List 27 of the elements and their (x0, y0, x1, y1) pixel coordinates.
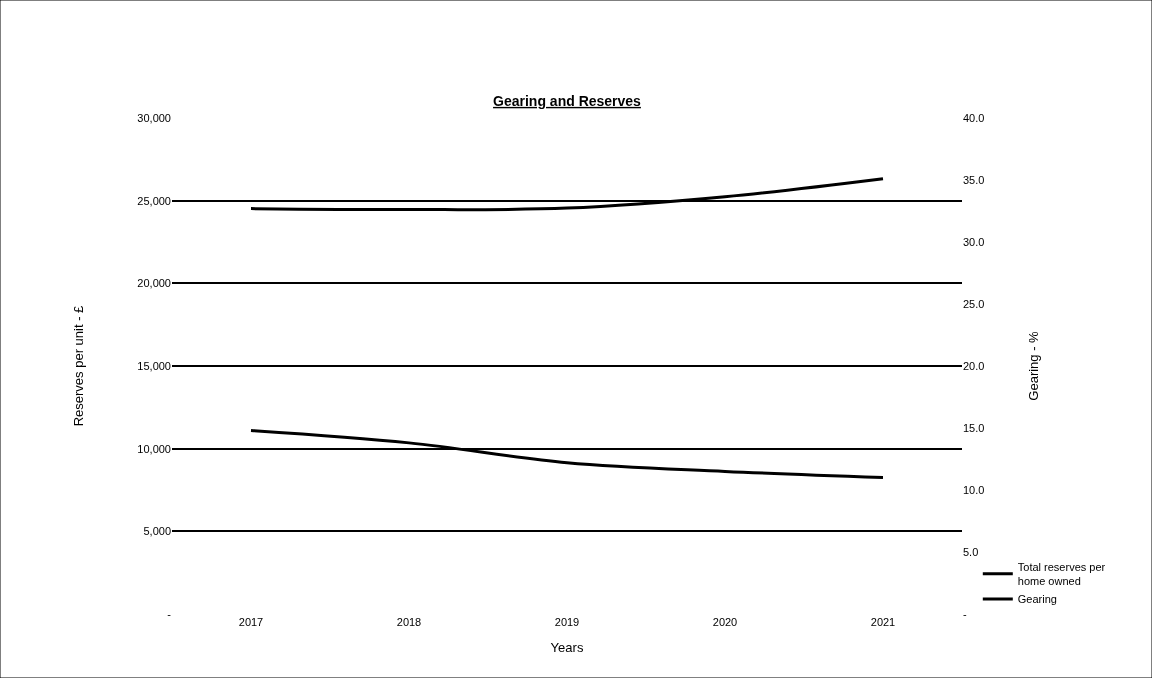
y2-tick-label: 35.0 (963, 173, 985, 186)
y-tick-label: 15,000 (137, 359, 171, 372)
y-tick-label: 5,000 (143, 525, 171, 538)
y2-tick-label: 10.0 (963, 483, 985, 496)
y2-tick-label: 25.0 (963, 297, 985, 310)
y2-tick-label: - (963, 607, 967, 620)
x-tick-label: 2017 (238, 616, 264, 628)
x-tick-label: 2019 (554, 616, 580, 628)
x-tick-label: 2021 (870, 616, 896, 628)
y-tick-label: - (167, 607, 172, 620)
y2-tick-label: 40.0 (963, 111, 985, 124)
y2-tick-label: 15.0 (963, 421, 985, 434)
legend-label: Gearing (1017, 593, 1057, 606)
y2-tick-label: 30.0 (963, 235, 985, 248)
x-tick-label: 2020 (712, 616, 738, 628)
x-axis-title: Years (550, 639, 584, 655)
y-axis-title: Reserves per unit - £ (71, 304, 87, 427)
x-tick-label: 2018 (396, 616, 422, 628)
chart-title: Gearing and Reserves (493, 92, 642, 109)
y2-tick-label: 20.0 (963, 359, 985, 372)
y-tick-label: 30,000 (137, 111, 171, 124)
y2-tick-label: 5.0 (963, 545, 979, 558)
y-tick-label: 20,000 (137, 277, 171, 290)
y2-axis-title: Gearing - % (1026, 330, 1042, 401)
y-tick-label: 10,000 (137, 442, 171, 455)
y-tick-label: 25,000 (137, 194, 171, 207)
legend-label: Total reserves per home owned (1017, 560, 1106, 588)
